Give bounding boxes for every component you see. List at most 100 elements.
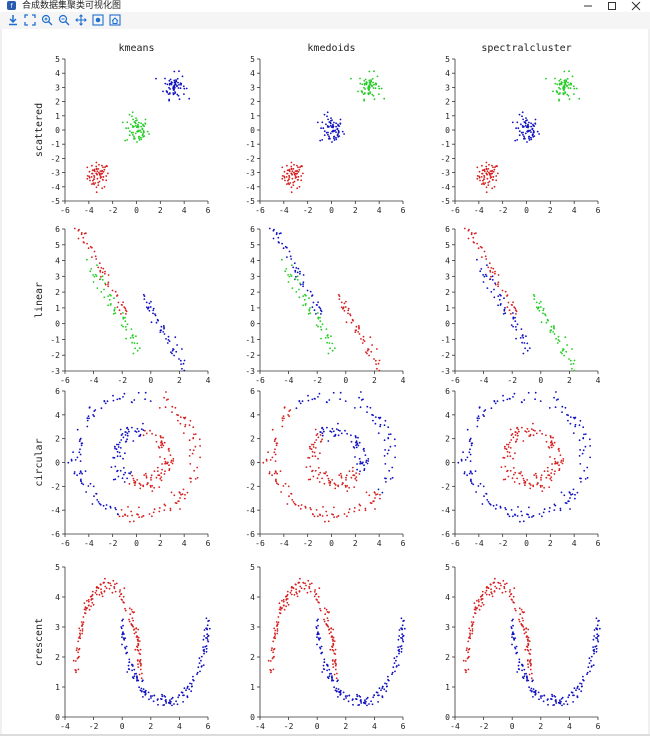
data-point [199, 456, 202, 459]
zoom-out-tool[interactable] [58, 14, 70, 26]
data-point [142, 515, 145, 517]
y-tick-label: 1 [445, 304, 450, 313]
data-point [343, 302, 346, 305]
data-point [124, 139, 127, 142]
data-point [97, 181, 100, 184]
data-point [86, 425, 89, 428]
data-point [142, 484, 145, 487]
data-point [326, 341, 328, 344]
data-point [582, 675, 584, 678]
data-point [334, 668, 337, 671]
row-label-circular: circular [34, 438, 45, 486]
data-point [571, 493, 574, 495]
data-point [136, 635, 139, 638]
data-point [543, 486, 545, 489]
data-point [153, 470, 156, 473]
data-point [529, 487, 532, 490]
data-point [519, 337, 522, 339]
data-point [155, 476, 158, 479]
data-point [161, 442, 164, 445]
data-point [111, 591, 114, 594]
column-title-kmedoids: kmedoids [307, 43, 355, 54]
data-point [120, 593, 123, 595]
data-point [553, 704, 556, 706]
data-point [331, 675, 333, 678]
data-point [189, 419, 192, 422]
data-point [282, 485, 285, 487]
data-point [333, 673, 336, 676]
data-point [144, 118, 147, 121]
data-point [357, 331, 360, 333]
data-point [126, 477, 128, 480]
data-point [107, 274, 110, 276]
data-point [134, 121, 137, 124]
rotate-tool[interactable] [92, 14, 104, 26]
data-point [302, 581, 305, 584]
data-point [551, 468, 553, 471]
data-point [559, 507, 562, 510]
data-point [346, 695, 348, 697]
data-point [88, 407, 91, 409]
data-point [381, 685, 384, 688]
data-point [327, 352, 330, 355]
y-tick-label: 5 [55, 55, 60, 64]
close-button[interactable] [624, 0, 648, 12]
data-point [362, 335, 365, 338]
data-point [501, 591, 504, 594]
data-point [126, 438, 128, 441]
data-point [102, 581, 105, 584]
data-point [142, 696, 144, 698]
data-point [339, 694, 342, 696]
data-point [470, 444, 473, 447]
data-point [485, 258, 488, 260]
data-point [492, 504, 495, 507]
pan-tool[interactable] [75, 14, 87, 26]
data-point [203, 648, 206, 651]
data-point [162, 325, 165, 327]
data-point [572, 488, 575, 491]
data-point [135, 117, 137, 119]
data-point [122, 316, 125, 319]
maximize-button[interactable] [600, 0, 624, 12]
fit-tool[interactable] [24, 14, 36, 26]
save-tool[interactable] [7, 14, 19, 26]
data-point [121, 619, 123, 622]
data-point [492, 166, 494, 169]
data-point [87, 600, 90, 603]
data-point [391, 671, 394, 674]
data-point [528, 137, 530, 140]
data-point [332, 123, 334, 126]
data-point [326, 111, 329, 114]
data-point [363, 99, 365, 102]
zoom-in-tool[interactable] [41, 14, 53, 26]
data-point [309, 465, 312, 468]
y-tick-label: -1 [440, 335, 450, 344]
data-point [144, 391, 147, 394]
data-point [576, 491, 579, 494]
data-point [364, 88, 366, 90]
data-point [77, 651, 79, 654]
data-point [327, 118, 329, 121]
data-point [469, 460, 472, 462]
x-tick-label: 4 [177, 722, 182, 731]
data-point [99, 503, 102, 506]
x-tick-label: -2 [507, 376, 517, 385]
data-point [373, 83, 375, 86]
data-point [188, 97, 191, 100]
data-point [118, 515, 121, 518]
data-point [335, 690, 338, 693]
data-point [281, 599, 283, 602]
data-point [160, 436, 162, 439]
data-point [163, 441, 166, 444]
home-tool[interactable] [109, 14, 121, 26]
data-point [307, 478, 310, 481]
data-point [152, 700, 155, 703]
y-tick-label: 3 [55, 83, 60, 92]
data-point [317, 601, 319, 603]
y-tick-label: 6 [250, 225, 255, 234]
data-point [70, 459, 73, 462]
data-point [181, 493, 184, 495]
data-point [124, 609, 127, 612]
minimize-button[interactable] [576, 0, 600, 12]
data-point [311, 398, 314, 401]
